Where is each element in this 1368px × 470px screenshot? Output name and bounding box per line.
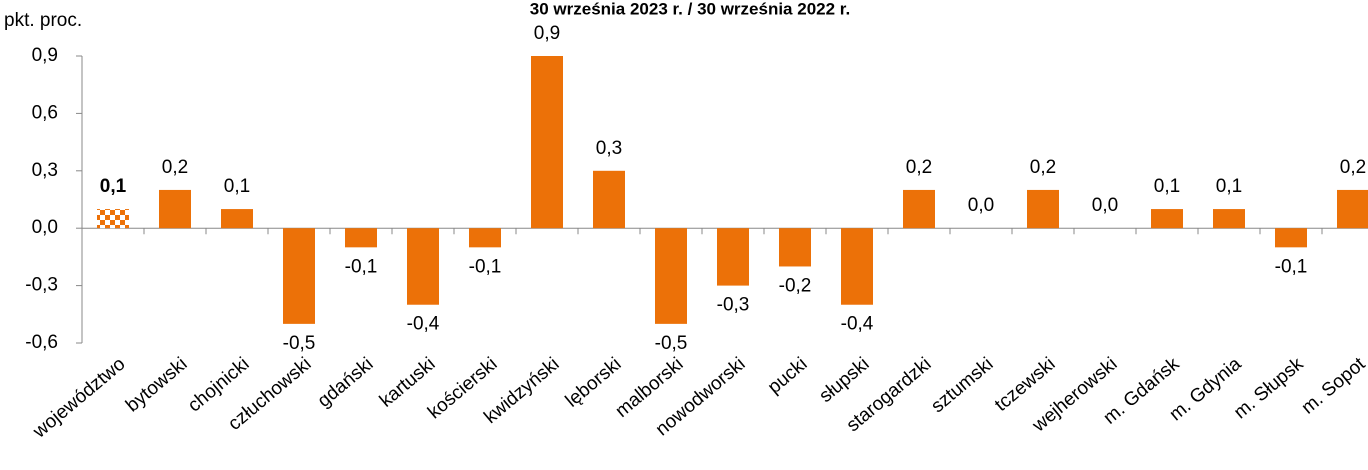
data-label: -0,5 bbox=[655, 333, 688, 354]
bar bbox=[97, 209, 129, 229]
bar bbox=[903, 189, 935, 229]
x-tick-label: m. Słupsk bbox=[1230, 353, 1308, 423]
data-label: 0,3 bbox=[596, 138, 622, 159]
data-label: -0,3 bbox=[717, 295, 750, 316]
y-tick-label: -0,3 bbox=[25, 275, 58, 296]
data-label: -0,4 bbox=[841, 314, 874, 335]
data-label: 0,1 bbox=[1154, 176, 1180, 197]
bar bbox=[1027, 189, 1059, 229]
data-label: 0,1 bbox=[1216, 176, 1242, 197]
x-tick-label: m. Sopot bbox=[1298, 353, 1368, 418]
data-label: 0,2 bbox=[1340, 157, 1366, 178]
chart-title: 30 września 2023 r. / 30 września 2022 r… bbox=[530, 0, 850, 18]
x-tick-label: bytowski bbox=[122, 354, 191, 417]
x-tick-label: słupski bbox=[815, 354, 873, 407]
bar bbox=[345, 228, 377, 248]
bar bbox=[221, 209, 253, 229]
x-tick-label: pucki bbox=[764, 354, 811, 399]
data-label: 0,2 bbox=[1030, 157, 1056, 178]
bar bbox=[407, 228, 439, 305]
bar bbox=[717, 228, 749, 286]
x-tick-label: sztumski bbox=[927, 354, 997, 418]
data-label: 0,1 bbox=[100, 176, 127, 197]
bar bbox=[469, 228, 501, 248]
bar bbox=[779, 228, 811, 267]
data-label: -0,2 bbox=[779, 275, 812, 296]
bar bbox=[593, 170, 625, 229]
y-tick-label: 0,6 bbox=[32, 102, 58, 123]
data-label: -0,1 bbox=[345, 256, 378, 277]
y-tick-label: 0,3 bbox=[32, 160, 58, 181]
data-label: 0,2 bbox=[162, 157, 188, 178]
bar bbox=[1275, 228, 1307, 248]
y-tick-label: 0,9 bbox=[32, 45, 58, 66]
bar bbox=[283, 228, 315, 324]
bar bbox=[1213, 209, 1245, 229]
data-label: -0,1 bbox=[1275, 256, 1308, 277]
y-tick-label: 0,0 bbox=[32, 217, 58, 238]
bar bbox=[655, 228, 687, 324]
data-label: -0,1 bbox=[469, 256, 502, 277]
x-tick-label: województwo bbox=[29, 354, 130, 443]
y-axis-label: pkt. proc. bbox=[4, 10, 82, 31]
bar bbox=[159, 189, 191, 229]
bar bbox=[531, 56, 563, 229]
data-label: -0,5 bbox=[283, 333, 316, 354]
data-label: -0,4 bbox=[407, 314, 440, 335]
data-label: 0,0 bbox=[1092, 195, 1118, 216]
x-tick-label: gdański bbox=[314, 354, 378, 412]
y-tick-label: -0,6 bbox=[25, 332, 58, 353]
bar bbox=[841, 228, 873, 305]
data-label: 0,1 bbox=[224, 176, 250, 197]
data-label: 0,0 bbox=[968, 195, 994, 216]
data-label: 0,9 bbox=[534, 23, 560, 44]
bar bbox=[1151, 209, 1183, 229]
bar bbox=[1337, 189, 1368, 229]
data-label: 0,2 bbox=[906, 157, 932, 178]
